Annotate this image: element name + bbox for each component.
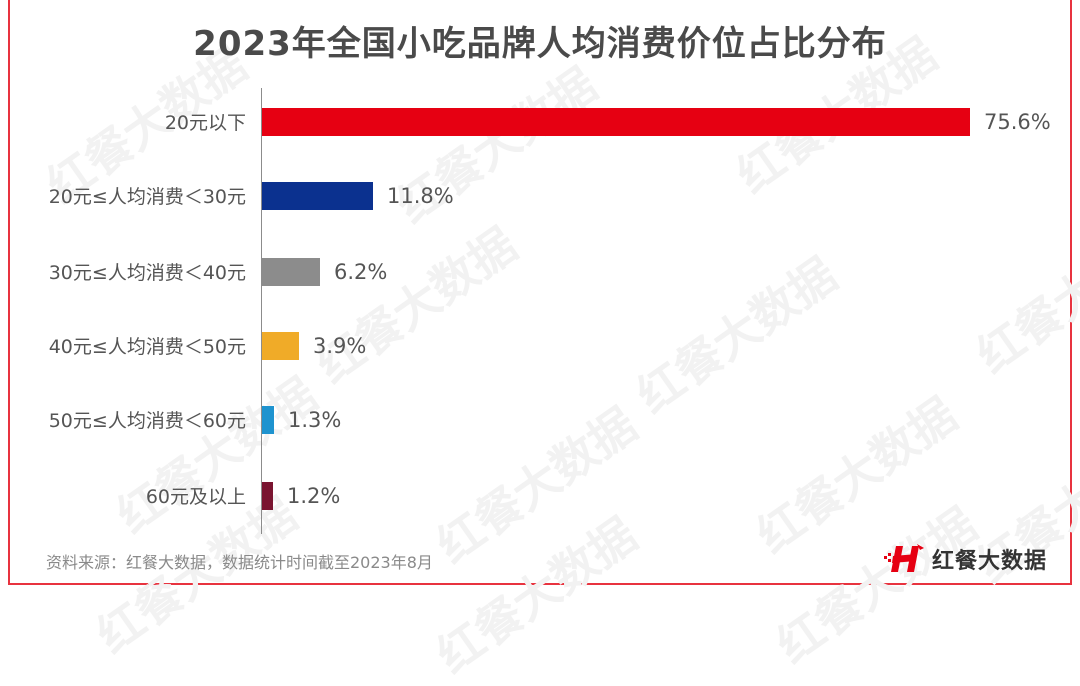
hongcan-h-logo-icon xyxy=(884,544,924,572)
chart-frame xyxy=(8,0,1072,585)
category-label: 60元及以上 xyxy=(145,486,246,508)
value-label: 6.2% xyxy=(334,260,388,284)
bar-row: 20元≤人均消费＜30元 11.8% xyxy=(0,182,1080,212)
y-axis-line xyxy=(261,88,262,534)
brand-logo: 红餐大数据 xyxy=(884,543,1047,575)
bar-row: 40元≤人均消费＜50元 3.9% xyxy=(0,332,1080,362)
bar xyxy=(262,406,274,434)
bar xyxy=(262,482,273,510)
bar xyxy=(262,332,299,360)
bar-row: 60元及以上 1.2% xyxy=(0,482,1080,512)
category-label: 20元≤人均消费＜30元 xyxy=(48,186,246,208)
value-label: 3.9% xyxy=(313,334,367,358)
category-label: 20元以下 xyxy=(164,112,246,134)
category-label: 30元≤人均消费＜40元 xyxy=(48,262,246,284)
bar-row: 30元≤人均消费＜40元 6.2% xyxy=(0,258,1080,288)
category-label: 50元≤人均消费＜60元 xyxy=(48,410,246,432)
brand-name: 红餐大数据 xyxy=(932,549,1048,574)
value-label: 1.2% xyxy=(287,484,341,508)
category-label: 40元≤人均消费＜50元 xyxy=(48,336,246,358)
chart-title: 2023年全国小吃品牌人均消费价位占比分布 xyxy=(193,24,887,64)
value-label: 75.6% xyxy=(984,110,1051,134)
bar-row: 50元≤人均消费＜60元 1.3% xyxy=(0,406,1080,436)
value-label: 11.8% xyxy=(387,184,454,208)
bar-row: 20元以下 75.6% xyxy=(0,108,1080,138)
bar xyxy=(262,182,373,210)
bar xyxy=(262,108,970,136)
value-label: 1.3% xyxy=(288,408,342,432)
source-note: 资料来源：红餐大数据，数据统计时间截至2023年8月 xyxy=(46,553,433,572)
bar xyxy=(262,258,320,286)
